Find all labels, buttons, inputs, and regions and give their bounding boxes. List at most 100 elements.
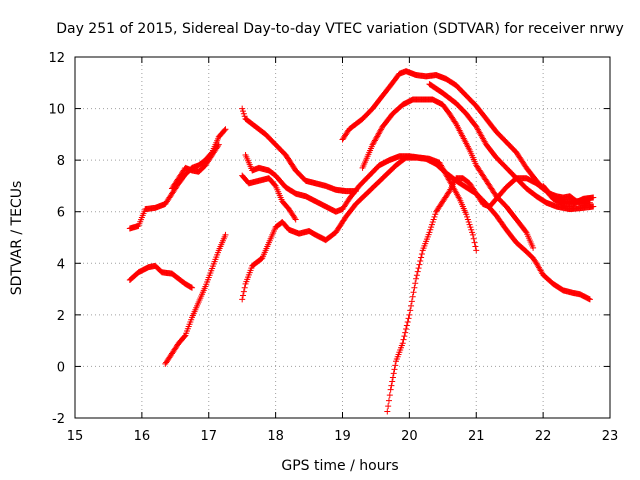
data-point — [291, 215, 298, 222]
x-tick-label: 15 — [67, 429, 84, 444]
data-point — [388, 382, 395, 389]
grid — [75, 57, 610, 418]
data-point — [418, 254, 425, 261]
data-point — [240, 292, 247, 299]
data-point — [385, 403, 392, 410]
y-axis-label: SDTVAR / TECUs — [9, 181, 25, 296]
data-point — [418, 250, 425, 257]
data-point — [472, 243, 479, 250]
data-point — [417, 258, 424, 265]
data-point — [214, 142, 221, 149]
data-point — [413, 272, 420, 279]
series-arc-2 — [168, 141, 222, 192]
data-point — [189, 284, 196, 291]
chart-title: Day 251 of 2015, Sidereal Day-to-day VTE… — [56, 21, 624, 37]
data-point — [405, 315, 412, 322]
data-point — [469, 229, 476, 236]
data-point — [590, 194, 597, 201]
data-point — [530, 244, 537, 251]
data-point — [400, 336, 407, 343]
data-point — [406, 311, 413, 318]
y-tick-label: 4 — [57, 257, 65, 272]
data-point — [408, 302, 415, 309]
data-point — [469, 231, 476, 238]
y-tick-label: 12 — [48, 51, 65, 66]
data-point — [414, 268, 421, 275]
data-point — [389, 378, 396, 385]
data-point — [215, 141, 222, 148]
data-point — [464, 213, 471, 220]
y-tick-label: 8 — [57, 154, 65, 169]
data-point — [412, 280, 419, 287]
data-point — [408, 298, 415, 305]
data-point — [473, 247, 480, 254]
y-tick-label: 2 — [57, 309, 65, 324]
data-point — [590, 203, 597, 210]
data-point — [399, 340, 406, 347]
data-point — [402, 329, 409, 336]
series-arc-4 — [162, 231, 229, 367]
data-point — [468, 226, 475, 233]
data-point — [411, 284, 418, 291]
data-point — [430, 216, 437, 223]
data-point — [426, 229, 433, 236]
data-point — [415, 265, 422, 272]
data-point — [401, 333, 408, 340]
data-point — [465, 219, 472, 226]
data-point — [222, 231, 229, 238]
axis-ticks — [74, 56, 611, 419]
y-tick-label: 10 — [48, 103, 65, 118]
x-tick-label: 16 — [134, 429, 151, 444]
data-point — [429, 219, 436, 226]
data-point — [416, 261, 423, 268]
data-point — [239, 296, 246, 303]
x-tick-label: 18 — [267, 429, 284, 444]
y-tick-label: 0 — [57, 360, 65, 375]
data-point — [410, 289, 417, 296]
data-point — [390, 370, 397, 377]
x-tick-label: 19 — [334, 429, 351, 444]
data-point — [463, 211, 470, 218]
data-point — [409, 293, 416, 300]
x-tick-label: 21 — [468, 429, 485, 444]
data-point — [181, 333, 188, 340]
data-point — [467, 224, 474, 231]
data-point — [586, 296, 593, 303]
series-arc-13 — [540, 182, 593, 207]
data-point — [413, 275, 420, 282]
x-tick-label: 20 — [401, 429, 418, 444]
data-point — [239, 105, 246, 112]
data-point — [403, 322, 410, 329]
data-point — [392, 362, 399, 369]
series-arc-7 — [239, 172, 299, 223]
data-point — [241, 113, 248, 120]
data-point — [240, 110, 247, 117]
data-point — [427, 226, 434, 233]
data-point — [240, 288, 247, 295]
y-tick-label: 6 — [57, 206, 65, 221]
data-point — [387, 386, 394, 393]
data-point — [464, 216, 471, 223]
series-arc-12 — [384, 175, 597, 415]
data-points — [126, 68, 597, 415]
data-point — [391, 366, 398, 373]
x-axis-tick-labels: 15 16 17 18 19 20 21 22 23 — [67, 429, 619, 444]
series-arc-10 — [359, 96, 537, 251]
data-point — [466, 221, 473, 228]
data-point — [222, 126, 229, 133]
x-tick-label: 17 — [200, 429, 217, 444]
data-point — [241, 284, 248, 291]
data-point — [389, 374, 396, 381]
data-point — [404, 318, 411, 325]
data-point — [522, 228, 529, 235]
series-arc-8 — [239, 154, 593, 303]
series-arc-3 — [126, 262, 196, 291]
data-point — [292, 216, 299, 223]
data-point — [403, 326, 410, 333]
data-point — [470, 235, 477, 242]
x-tick-label: 22 — [535, 429, 552, 444]
y-tick-label: -2 — [52, 412, 65, 427]
data-point — [407, 307, 414, 314]
data-point — [432, 211, 439, 218]
